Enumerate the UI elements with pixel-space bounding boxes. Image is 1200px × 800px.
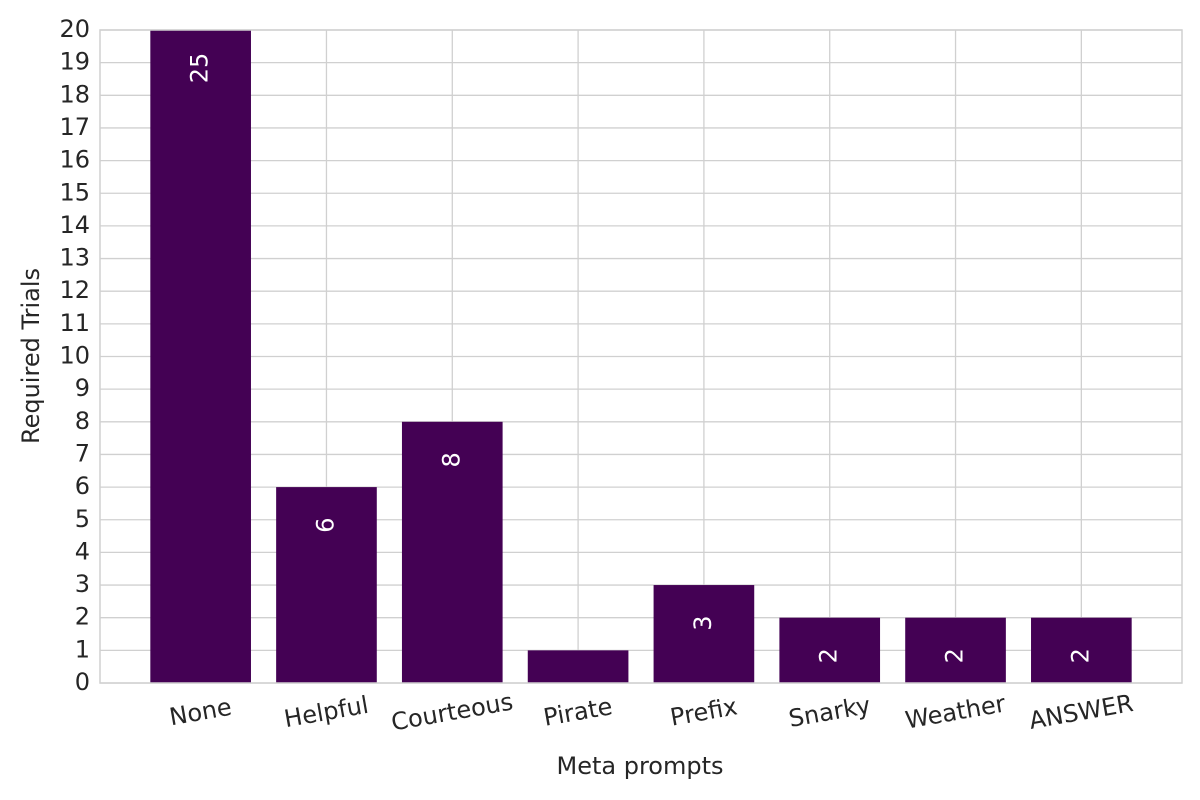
y-tick-label: 5 (75, 505, 90, 533)
value-label: 3 (689, 615, 717, 630)
x-axis-label: Meta prompts (556, 752, 723, 780)
bars: 25 6 8 1 3 2 2 2 (150, 30, 1132, 696)
y-tick-label: 6 (75, 472, 90, 500)
y-tick-label: 3 (75, 570, 90, 598)
y-tick-label: 2 (75, 603, 90, 631)
x-tick-label: None (167, 693, 234, 731)
x-tick-label: Prefix (668, 692, 739, 731)
y-tick-label: 10 (59, 342, 90, 370)
bar (653, 585, 755, 683)
value-label: 2 (815, 648, 843, 663)
value-label: 8 (437, 452, 465, 467)
grid (100, 29, 1182, 684)
x-tick-label: Helpful (282, 691, 371, 733)
y-tick-label: 1 (75, 635, 90, 663)
value-label: 2 (1066, 648, 1094, 663)
x-tick-label: Weather (903, 689, 1008, 734)
plot-frame (99, 29, 1183, 684)
y-tick-label: 4 (75, 537, 90, 565)
bar (1031, 617, 1132, 683)
bar (150, 30, 251, 683)
value-label: 6 (311, 517, 339, 532)
value-label: 25 (186, 53, 214, 84)
y-tick-label: 11 (59, 309, 90, 337)
x-tick-label: Courteous (389, 688, 515, 737)
y-tick-label: 13 (59, 244, 90, 272)
y-tick-label: 20 (59, 15, 90, 43)
y-tick-label: 0 (75, 668, 90, 696)
y-axis-label: Required Trials (17, 268, 45, 444)
bar (276, 487, 377, 683)
y-tick-label: 19 (59, 48, 90, 76)
value-label: 2 (941, 648, 969, 663)
y-tick-label: 17 (59, 113, 90, 141)
bar (401, 421, 503, 683)
bar (779, 617, 881, 683)
value-label: 1 (563, 681, 591, 696)
y-tick-label: 16 (59, 146, 90, 174)
y-tick-label: 9 (75, 374, 90, 402)
x-tick-label: ANSWER (1027, 689, 1135, 735)
y-tick-label: 8 (75, 407, 90, 435)
y-tick-label: 14 (59, 211, 90, 239)
x-tick-label: Pirate (541, 692, 614, 732)
bar (905, 617, 1006, 683)
y-tick-label: 18 (59, 80, 90, 108)
y-tick-label: 7 (75, 439, 90, 467)
y-tick-label: 12 (59, 276, 90, 304)
x-tick-label: Snarky (787, 691, 873, 733)
y-tick-label: 15 (59, 178, 90, 206)
bar (527, 650, 629, 683)
